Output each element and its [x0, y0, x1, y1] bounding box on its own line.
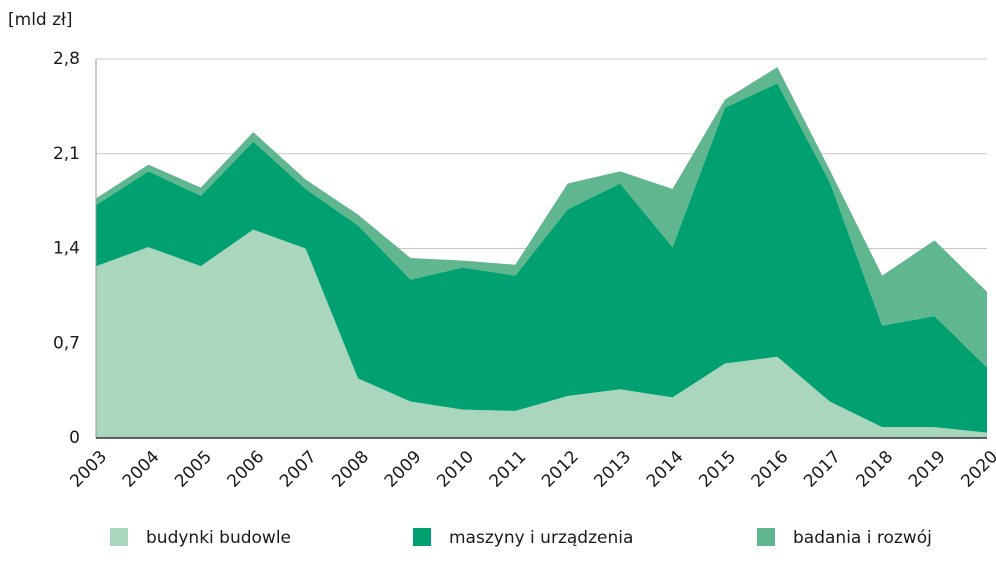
x-tick-label: 2011: [486, 447, 531, 492]
legend-swatch: [413, 528, 431, 546]
x-tick-label: 2017: [800, 447, 845, 492]
x-tick-label: 2006: [224, 447, 269, 492]
x-tick-label: 2014: [643, 447, 688, 492]
x-tick-label: 2005: [171, 447, 216, 492]
y-tick-label: 2,1: [53, 144, 80, 164]
x-tick-label: 2003: [66, 447, 111, 492]
unit-label: [mld zł]: [8, 10, 73, 30]
legend-swatch: [757, 528, 775, 546]
x-tick-label: 2012: [538, 447, 583, 492]
x-tick-label: 2010: [433, 447, 478, 492]
y-tick-label: 2,8: [53, 49, 80, 69]
x-tick-label: 2013: [590, 447, 635, 492]
legend-label: maszyny i urządzenia: [449, 528, 633, 548]
legend-label: budynki budowle: [146, 528, 291, 548]
x-tick-label: 2009: [381, 447, 426, 492]
x-tick-label: 2019: [905, 447, 950, 492]
x-tick-label: 2007: [276, 447, 321, 492]
area: [96, 83, 987, 433]
x-tick-label: 2020: [957, 447, 996, 492]
x-tick-label: 2016: [748, 447, 793, 492]
y-tick-label: 1,4: [53, 239, 80, 259]
x-tick-label: 2008: [328, 447, 373, 492]
y-tick-label: 0,7: [53, 333, 80, 353]
x-tick-label: 2018: [853, 447, 898, 492]
x-tick-label: 2004: [119, 447, 164, 492]
legend-swatch: [110, 528, 128, 546]
area: [96, 229, 987, 438]
y-tick-label: 0: [69, 428, 80, 448]
x-tick-label: 2015: [695, 447, 740, 492]
legend-label: badania i rozwój: [793, 528, 932, 548]
